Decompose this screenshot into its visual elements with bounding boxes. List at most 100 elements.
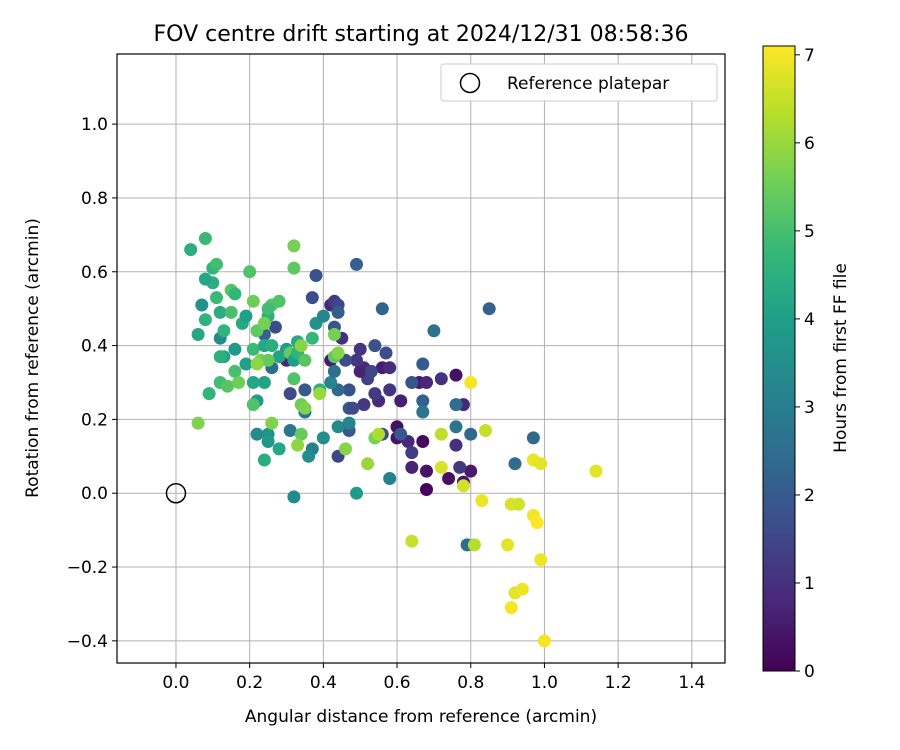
scatter-point — [456, 479, 470, 493]
scatter-point — [243, 265, 257, 279]
colorbar-tick-label: 5 — [804, 222, 815, 242]
x-tick-label: 1.2 — [605, 673, 632, 693]
colorbar-label: Hours from first FF file — [831, 263, 851, 453]
scatter-point — [501, 538, 515, 552]
scatter-point — [482, 302, 496, 316]
scatter-point — [350, 257, 363, 271]
scatter-point — [534, 457, 548, 471]
scatter-point — [283, 424, 297, 437]
legend: Reference platepar — [440, 63, 718, 102]
scatter-point — [316, 431, 330, 445]
chart-title: FOV centre drift starting at 2024/12/31 … — [154, 22, 689, 47]
scatter-point — [350, 353, 363, 367]
scatter-point — [342, 383, 356, 397]
scatter-point — [342, 416, 356, 430]
scatter-point — [313, 387, 327, 401]
y-tick-label: 0.8 — [81, 189, 108, 209]
scatter-point — [191, 328, 205, 341]
scatter-point — [232, 376, 246, 389]
colorbar-ticks: 0 1 2 3 4 5 6 7 — [795, 46, 815, 682]
scatter-point — [210, 291, 223, 305]
scatter-point — [246, 398, 260, 412]
y-axis-label: Rotation from reference (arcmin) — [23, 218, 43, 498]
scatter-point — [512, 497, 526, 511]
scatter-point — [184, 243, 198, 257]
scatter-point — [298, 353, 312, 367]
legend-box — [440, 63, 718, 102]
scatter-point — [364, 364, 378, 378]
scatter-point — [534, 553, 548, 567]
y-tick-label: 1.0 — [81, 115, 108, 135]
y-tick-label: 0.6 — [81, 263, 108, 283]
scatter-point — [449, 438, 463, 452]
y-tick-label: −0.4 — [67, 632, 108, 652]
scatter-point — [508, 457, 522, 471]
scatter-point — [467, 538, 481, 552]
colorbar-gradient — [762, 45, 796, 672]
x-tick-label: 1.0 — [531, 673, 558, 693]
scatter-point — [361, 457, 375, 471]
x-axis-label: Angular distance from reference (arcmin) — [245, 707, 597, 727]
scatter-point — [346, 401, 360, 415]
scatter-point — [287, 490, 301, 504]
scatter-point — [464, 464, 478, 478]
scatter-point — [257, 316, 271, 330]
scatter-point — [224, 305, 238, 319]
scatter-point — [368, 387, 382, 401]
scatter-point — [537, 634, 551, 648]
scatter-point — [213, 350, 227, 364]
y-tick-label: 0.4 — [81, 337, 108, 357]
scatter-point — [195, 298, 209, 312]
scatter-point — [434, 427, 448, 441]
scatter-point — [305, 291, 319, 305]
scatter-point — [324, 376, 338, 389]
colorbar-tick-label: 4 — [804, 310, 815, 330]
scatter-point — [420, 464, 433, 478]
x-tick-label: 0.4 — [310, 673, 337, 693]
scatter-point — [202, 387, 216, 401]
scatter-point — [316, 309, 330, 323]
scatter-point — [305, 331, 319, 345]
scatter-point — [504, 601, 518, 615]
scatter-point — [405, 376, 419, 389]
scatter-point — [449, 420, 463, 434]
scatter-point — [427, 324, 441, 338]
scatter-point — [331, 346, 345, 360]
scatter-point — [420, 483, 433, 496]
scatter-point — [228, 287, 242, 301]
scatter-point — [257, 376, 271, 389]
scatter-point — [283, 387, 297, 401]
x-tick-label: 0.6 — [384, 673, 411, 693]
scatter-point — [405, 460, 419, 474]
scatter-point — [309, 269, 323, 282]
scatter-point — [261, 302, 275, 316]
y-axis-ticks: −0.4 −0.2 0.0 0.2 0.4 0.6 0.8 1.0 — [67, 115, 117, 652]
scatter-point — [375, 302, 389, 316]
scatter-point — [368, 339, 382, 353]
colorbar-tick-label: 1 — [804, 574, 815, 594]
scatter-point — [339, 442, 352, 456]
scatter-point — [228, 342, 242, 356]
scatter-point — [357, 398, 371, 412]
scatter-point — [589, 464, 603, 478]
colorbar: 0 1 2 3 4 5 6 7 Hours from first FF file — [762, 45, 851, 682]
scatter-point — [372, 427, 386, 441]
scatter-point — [287, 372, 301, 386]
scatter-point — [416, 394, 430, 408]
scatter-point — [272, 294, 286, 308]
scatter-point — [464, 427, 478, 441]
legend-reference-marker-icon — [459, 72, 481, 94]
plot-frame — [116, 53, 726, 664]
scatter-point — [434, 372, 448, 386]
scatter-point — [327, 328, 341, 341]
scatter-point — [257, 453, 271, 467]
scatter-point — [294, 339, 308, 353]
scatter-point — [191, 416, 205, 430]
scatter-point — [213, 305, 227, 319]
scatter-point — [442, 472, 456, 485]
scatter-point — [449, 398, 463, 412]
legend-entry-label: Reference platepar — [507, 74, 669, 94]
scatter-point — [217, 324, 231, 338]
scatter-point — [434, 460, 448, 474]
scatter-point — [287, 261, 301, 275]
